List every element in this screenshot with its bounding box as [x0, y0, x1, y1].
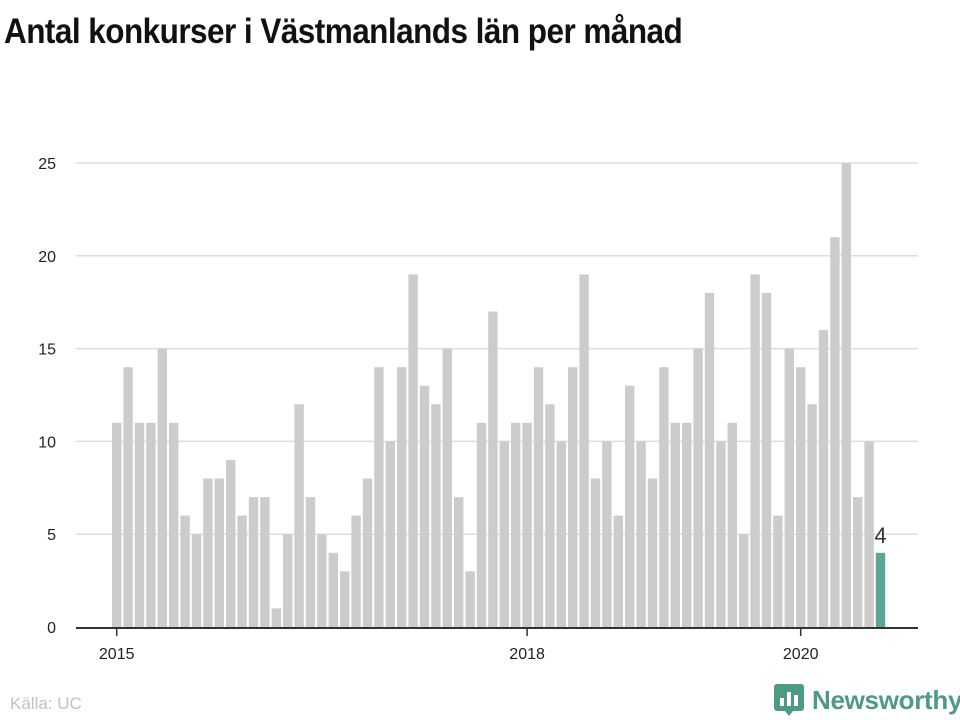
bar [636, 441, 646, 627]
bar [237, 515, 247, 627]
y-tick-label: 5 [47, 527, 56, 544]
bar [260, 497, 270, 627]
bar [750, 274, 760, 627]
bar [419, 385, 430, 627]
bar [362, 478, 373, 627]
bar [784, 348, 794, 627]
bar [226, 460, 236, 627]
chart-title: Antal konkurser i Västmanlands län per m… [4, 12, 683, 51]
x-tick-label: 2020 [783, 646, 819, 663]
bar [385, 441, 395, 627]
bar [169, 422, 179, 627]
bar [613, 515, 623, 627]
bar [590, 478, 601, 627]
bar [214, 478, 224, 627]
bar [568, 367, 578, 627]
bar [511, 422, 521, 627]
bar [693, 348, 703, 627]
bar [305, 497, 316, 627]
bar [431, 404, 441, 627]
bar [294, 404, 304, 627]
bar [351, 515, 361, 627]
bar [864, 441, 874, 627]
y-tick-label: 15 [38, 342, 56, 359]
bar [454, 497, 464, 627]
y-tick-label: 20 [38, 249, 56, 266]
bar [670, 422, 680, 627]
y-tick-label: 0 [47, 620, 56, 637]
bar [488, 311, 498, 627]
bar [476, 422, 487, 627]
x-tick-label: 2018 [509, 646, 545, 663]
source-note: Källa: UC [10, 694, 82, 713]
bar [853, 497, 863, 627]
bar [625, 385, 635, 627]
brand-logo: Newsworthy [774, 684, 960, 716]
bars [112, 163, 886, 627]
bar [533, 367, 544, 627]
bar [465, 571, 475, 627]
bar [157, 348, 167, 627]
bar [682, 422, 692, 627]
bar [602, 441, 612, 627]
bar [397, 367, 407, 627]
bar [830, 237, 840, 627]
bar [146, 422, 156, 627]
x-tick-label: 2015 [99, 646, 135, 663]
bar [123, 367, 133, 627]
bar [134, 422, 145, 627]
bar [716, 441, 726, 627]
bar [328, 552, 338, 627]
bar [522, 422, 532, 627]
bar [408, 274, 418, 627]
bar [647, 478, 658, 627]
bar [659, 367, 669, 627]
newsworthy-logo-icon [774, 684, 804, 716]
y-tick-label: 25 [38, 156, 56, 173]
bar [739, 534, 749, 627]
bar [796, 367, 806, 627]
bar [818, 330, 829, 627]
bar [180, 515, 190, 627]
data-labels: 4 [874, 523, 886, 548]
bar [374, 367, 384, 627]
bar [841, 163, 851, 627]
bar [340, 571, 350, 627]
bar [556, 441, 566, 627]
bar [499, 441, 509, 627]
last-bar-value-label: 4 [874, 523, 886, 548]
bar [442, 348, 452, 627]
brand-name: Newsworthy [812, 684, 960, 715]
bar [579, 274, 589, 627]
bar [545, 404, 555, 627]
y-tick-label: 10 [38, 434, 56, 451]
bar [283, 534, 293, 627]
bar [773, 515, 783, 627]
bar [727, 422, 737, 627]
x-axis: 2015 2018 2020 [76, 627, 918, 663]
bar [704, 292, 715, 627]
bar [807, 404, 817, 627]
y-axis-ticks: 0 5 10 15 20 25 [38, 156, 56, 637]
bar [271, 608, 281, 627]
bar [191, 534, 202, 627]
bar [203, 478, 213, 627]
bar [317, 534, 327, 627]
bar [761, 292, 772, 627]
bar [248, 497, 259, 627]
bar [112, 422, 122, 627]
bar-highlighted [875, 552, 886, 627]
